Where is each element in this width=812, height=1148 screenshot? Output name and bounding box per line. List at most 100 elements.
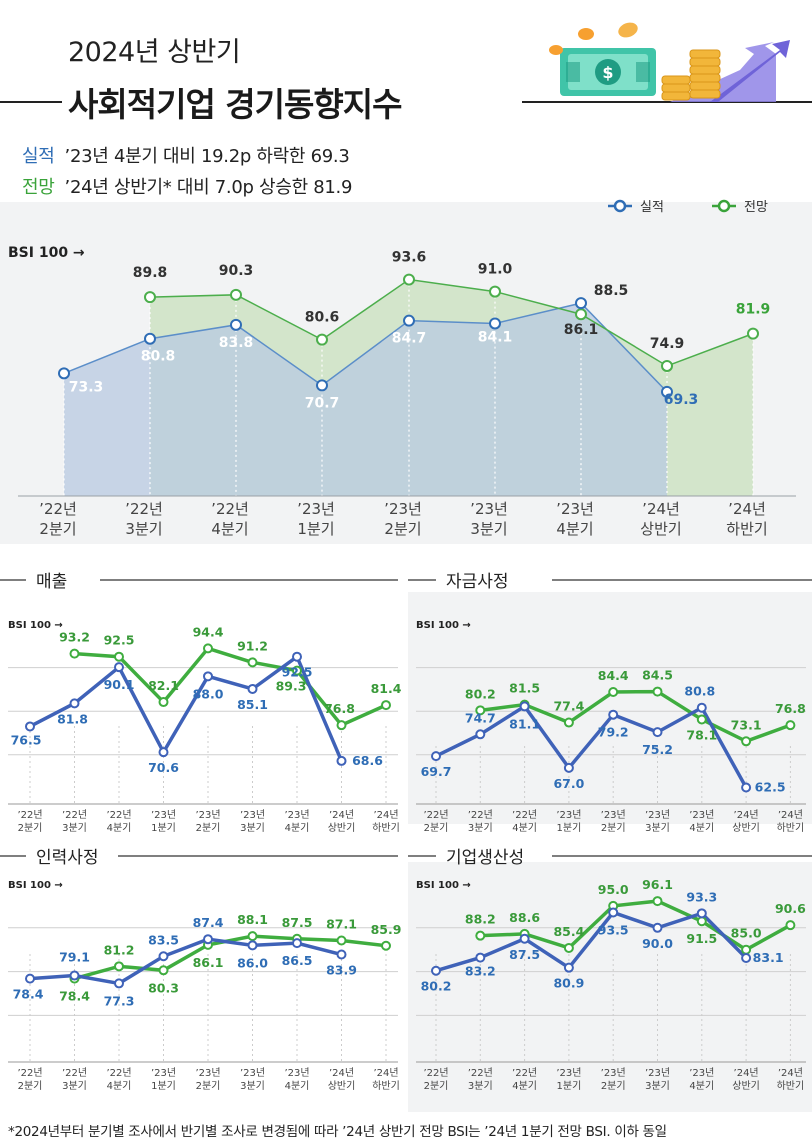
- x-tick-label-period: 1분기: [557, 1080, 582, 1092]
- x-tick-label-year: ’23년: [384, 500, 422, 518]
- actual-value-label: 85.1: [237, 697, 268, 712]
- bsi-100-label: BSI 100 →: [8, 620, 63, 631]
- actual-value-label: 77.3: [104, 993, 135, 1008]
- x-tick-label-period: 1분기: [557, 822, 582, 834]
- actual-point: [741, 953, 752, 964]
- legend-forecast-marker: [717, 199, 731, 213]
- summary-forecast-text: ’24년 상반기* 대비 7.0p 상승한 81.9: [64, 177, 353, 198]
- forecast-value-label: 84.4: [598, 668, 629, 683]
- legend-actual-label: 실적: [640, 200, 664, 215]
- forecast-point: [247, 657, 258, 668]
- forecast-value-label: 88.2: [465, 912, 496, 927]
- forecast-value-label: 77.4: [553, 699, 584, 714]
- actual-value-label: 83.8: [219, 335, 254, 351]
- forecast-line: [149, 278, 754, 367]
- forecast-line: [74, 646, 387, 728]
- x-tick-label-year: ’22년: [125, 500, 163, 518]
- forecast-point: [292, 665, 302, 676]
- footnote: *2024년부터 분기별 조사에서 반기별 조사로 변경됨에 따라 ’24년 상…: [8, 1124, 667, 1140]
- actual-value-label: 90.0: [642, 936, 673, 951]
- forecast-value-label: 81.4: [371, 681, 402, 696]
- actual-value-label: 84.1: [478, 329, 513, 345]
- forecast-value-label: 94.4: [193, 624, 224, 639]
- actual-point: [661, 385, 673, 398]
- actual-point: [203, 934, 213, 945]
- header-rule-right: [522, 101, 812, 103]
- forecast-value-label: 78.1: [686, 727, 717, 742]
- actual-value-label: 83.5: [148, 932, 179, 947]
- forecast-line: [480, 689, 791, 744]
- forecast-value-label: 85.4: [553, 924, 584, 939]
- x-tick-label-year: ’22년: [468, 809, 493, 821]
- forecast-point: [652, 686, 663, 697]
- x-tick-label-year: ’22년: [17, 1067, 42, 1079]
- x-tick-label-period: 4분기: [107, 822, 132, 834]
- forecast-value-label: 84.5: [642, 668, 673, 683]
- forecast-value-label: 91.0: [478, 262, 513, 278]
- actual-value-label: 79.1: [59, 950, 90, 965]
- forecast-value-label: 86.1: [564, 322, 599, 338]
- x-tick-label-period: 3분기: [470, 520, 507, 538]
- summary-forecast: 전망 ’24년 상반기* 대비 7.0p 상승한 81.9: [22, 173, 352, 199]
- actual-value-label: 88.0: [193, 686, 224, 701]
- bsi-100-label: BSI 100 →: [8, 245, 85, 261]
- summary-forecast-tag: 전망: [22, 177, 55, 198]
- actual-point: [652, 727, 663, 738]
- actual-point: [431, 751, 441, 762]
- actual-point: [696, 908, 707, 919]
- x-tick-label-year: ’23년: [151, 809, 176, 821]
- actual-value-label: 80.2: [421, 979, 452, 994]
- forecast-point: [381, 940, 391, 951]
- workforce-line-chart: BSI 100 → 78.4 81.2 80.3 86.1 88.1 87.5 87.1 85.…: [8, 880, 401, 1092]
- forecast-value-label: 76.8: [775, 701, 806, 716]
- actual-value-label: 93.3: [686, 889, 717, 904]
- x-tick-label-year: ’24년: [373, 809, 398, 821]
- x-tick-label-year: ’23년: [556, 1067, 581, 1079]
- forecast-value-label: 86.1: [193, 955, 224, 970]
- forecast-point: [336, 720, 347, 731]
- forecast-point: [608, 687, 619, 698]
- actual-value-label: 86.0: [237, 955, 268, 970]
- forecast-point: [114, 961, 124, 972]
- forecast-value-label: 89.8: [133, 265, 168, 281]
- forecast-value-label: 91.2: [237, 638, 268, 653]
- forecast-value-label: 91.5: [686, 931, 717, 946]
- x-tick-label-period: 4분기: [211, 520, 248, 538]
- actual-value-label: 69.3: [664, 392, 699, 408]
- x-tick-label-year: ’24년: [734, 809, 759, 821]
- actual-value-label: 83.1: [753, 950, 784, 965]
- actual-value-label: 80.8: [684, 684, 715, 699]
- x-tick-label-period: 3분기: [468, 822, 493, 834]
- actual-value-label: 83.2: [465, 964, 496, 979]
- page-title: 사회적기업 경기동향지수: [68, 85, 402, 124]
- x-tick-label-period: 4분기: [512, 1080, 537, 1092]
- actual-value-label: 70.7: [305, 395, 340, 411]
- forecast-point: [652, 896, 663, 907]
- x-tick-label-year: ’22년: [512, 809, 537, 821]
- forecast-value-label: 80.2: [465, 686, 496, 701]
- x-tick-label-period: 하반기: [726, 520, 767, 538]
- x-tick-label-year: ’23년: [284, 1067, 309, 1079]
- x-tick-label-year: ’22년: [106, 1067, 131, 1079]
- actual-point: [403, 314, 415, 327]
- forecast-value-label: 90.6: [775, 901, 806, 916]
- x-tick-label-period: 2분기: [18, 1080, 43, 1092]
- actual-line: [29, 937, 342, 986]
- x-tick-label-period: 하반기: [777, 821, 805, 834]
- x-tick-label-period: 4분기: [285, 822, 310, 834]
- x-tick-label-year: ’23년: [556, 809, 581, 821]
- forecast-point: [203, 643, 213, 654]
- forecast-point: [747, 327, 759, 340]
- actual-point: [58, 367, 70, 380]
- x-tick-label-year: ’22년: [211, 500, 249, 518]
- productivity-line-chart: BSI 100 → 88.2 88.6 85.4 95.0 96.1 91.5 85.0 90.…: [416, 877, 806, 1092]
- forecast-value-label: 93.6: [392, 250, 427, 266]
- actual-point: [652, 922, 663, 933]
- x-tick-label-year: ’23년: [689, 809, 714, 821]
- chart-title-sales: 매출: [36, 572, 67, 592]
- actual-point: [575, 297, 587, 310]
- page-subtitle: 2024년 상반기: [68, 37, 241, 68]
- legend: 실적 전망: [608, 199, 768, 215]
- x-tick-label-year: ’24년: [728, 500, 766, 518]
- forecast-value-label: 80.3: [148, 980, 179, 995]
